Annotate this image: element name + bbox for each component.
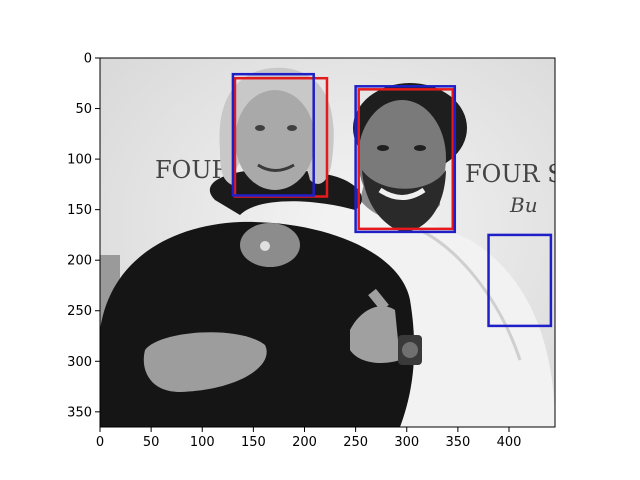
x-tick-label: 0 bbox=[96, 435, 104, 450]
x-tick-label: 150 bbox=[241, 435, 266, 450]
y-tick-label: 350 bbox=[67, 405, 92, 420]
y-tick-label: 150 bbox=[67, 203, 92, 218]
x-tick-label: 350 bbox=[445, 435, 470, 450]
axes-frame bbox=[99, 57, 556, 428]
red-bounding-box bbox=[357, 88, 455, 231]
x-tick-label: 400 bbox=[497, 435, 522, 450]
x-tick-label: 100 bbox=[190, 435, 215, 450]
x-tick-label: 250 bbox=[343, 435, 368, 450]
x-tick-label: 50 bbox=[143, 435, 160, 450]
x-tick-label: 300 bbox=[394, 435, 419, 450]
blue-bounding-box bbox=[487, 233, 553, 328]
x-tick-label: 200 bbox=[292, 435, 317, 450]
blue-bounding-box bbox=[354, 85, 457, 234]
x-axis: 0 50 100 150 200 250 300 350 400 bbox=[96, 427, 522, 450]
y-tick-label: 200 bbox=[67, 254, 92, 269]
y-tick-label: 100 bbox=[67, 153, 92, 168]
blue-bounding-box bbox=[231, 72, 315, 197]
y-tick-label: 250 bbox=[67, 304, 92, 319]
bounding-boxes bbox=[231, 72, 553, 328]
backdrop-text: FOUR S bbox=[465, 160, 564, 188]
y-tick-label: 300 bbox=[67, 355, 92, 370]
y-tick-label: 50 bbox=[75, 102, 92, 117]
backdrop-text: Bu bbox=[509, 193, 538, 217]
y-axis: 0 50 100 150 200 250 300 350 bbox=[67, 52, 100, 420]
photo: FOUR FOUR SBu bbox=[100, 58, 564, 427]
y-tick-label: 0 bbox=[84, 52, 92, 67]
